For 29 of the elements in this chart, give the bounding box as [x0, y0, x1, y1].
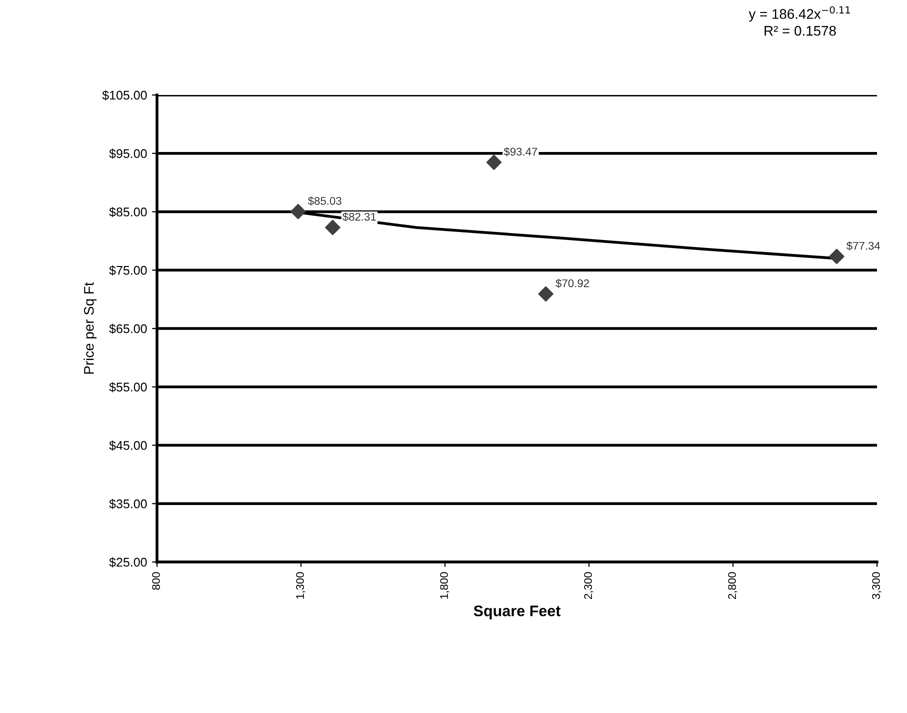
x-tick-label: 3,300: [872, 572, 882, 600]
x-tick-label: 2,800: [728, 572, 738, 599]
text: y = 186.42x$^{−0.11}$: [748, 6, 850, 22]
point: [325, 220, 340, 236]
y-tick-label: $65.00: [109, 324, 147, 334]
data-label: $77.34: [846, 241, 880, 250]
x-tick-label: 2,300: [584, 572, 594, 599]
text: R² = 0.1578: [764, 26, 836, 36]
data-label: $70.92: [556, 278, 589, 288]
x-tick-label: 1,800: [440, 572, 450, 599]
y-tick-label: $35.00: [109, 498, 147, 510]
y-tick-label: $95.00: [109, 148, 147, 159]
y-tick-label: $25.00: [109, 557, 147, 568]
point: [538, 286, 554, 302]
data-label: $93.47: [504, 147, 538, 156]
y-tick-label: $55.00: [109, 382, 147, 392]
point: [290, 204, 306, 220]
x-tick-label: 1,300: [296, 572, 306, 599]
y-axis-title: Price per Sq Ft: [84, 282, 97, 374]
y-tick-label: $105.00: [102, 90, 147, 100]
y-tick-label: $85.00: [109, 207, 147, 218]
y-tick-label: $75.00: [109, 265, 147, 276]
data-label: $82.31: [342, 212, 376, 222]
y-tick-label: $45.00: [109, 440, 147, 451]
point: [486, 154, 502, 170]
point: [829, 248, 844, 264]
x-axis-title: Square Feet: [474, 605, 561, 620]
data-label: $85.03: [308, 196, 342, 206]
x-tick-label: 800: [152, 572, 160, 590]
